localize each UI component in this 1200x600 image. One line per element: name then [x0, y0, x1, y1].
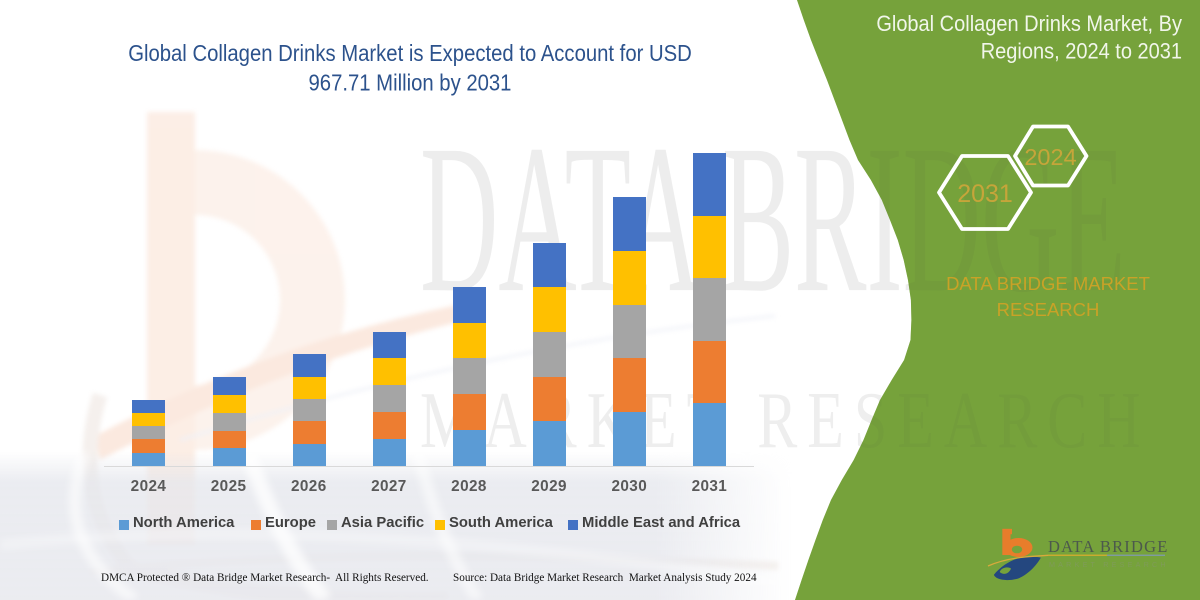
svg-text:DATA BRIDGE: DATA BRIDGE	[1048, 537, 1169, 556]
svg-text:2031: 2031	[957, 180, 1013, 208]
svg-text:2024: 2024	[1024, 144, 1076, 170]
svg-text:MARKET RESEARCH: MARKET RESEARCH	[1049, 560, 1169, 569]
